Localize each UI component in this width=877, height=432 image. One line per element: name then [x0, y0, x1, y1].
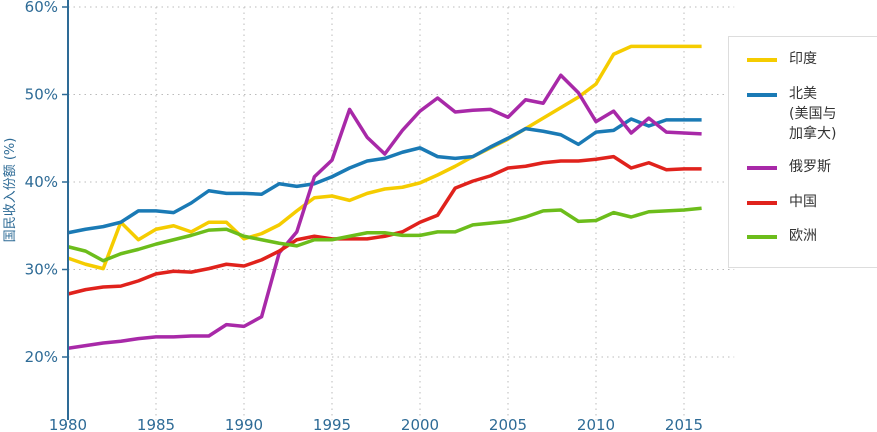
y-axis-label: 国民收入份额 (%) [3, 138, 18, 243]
x-tick-label: 1980 [49, 416, 87, 432]
x-tick-label: 1995 [313, 416, 351, 432]
legend-label: 中国 [789, 194, 817, 210]
legend-item: 中国 [747, 192, 817, 212]
y-tick-label: 30% [25, 261, 58, 279]
legend-label: 印度 [789, 51, 817, 67]
x-tick-label: 2000 [401, 416, 439, 432]
y-tick-label: 60% [25, 0, 58, 16]
series-line-1 [67, 117, 702, 235]
y-tick-label: 20% [25, 348, 58, 366]
legend-swatch [747, 166, 777, 170]
legend-label: 欧洲 [789, 228, 817, 244]
series-line-0 [67, 44, 702, 271]
series-line-4 [67, 206, 702, 263]
legend-swatch [747, 235, 777, 239]
y-tick-label: 50% [25, 86, 58, 104]
series-line-3 [67, 154, 702, 296]
x-tick-label: 2015 [665, 416, 703, 432]
x-tick-label: 1985 [137, 416, 175, 432]
x-tick-label: 2010 [577, 416, 615, 432]
legend-item: 欧洲 [747, 226, 817, 246]
x-tick-label: 1990 [225, 416, 263, 432]
y-tick-label: 40% [25, 173, 58, 191]
legend-item: 印度 [747, 49, 817, 69]
series-line-2 [67, 73, 702, 350]
legend-swatch [747, 201, 777, 205]
legend-item: 俄罗斯 [747, 157, 831, 177]
legend-item: 北美 (美国与 加拿大) [747, 84, 836, 144]
legend-swatch [747, 58, 777, 62]
x-tick-label: 2005 [489, 416, 527, 432]
legend: 印度北美 (美国与 加拿大) 俄罗斯中国欧洲 [728, 36, 877, 268]
legend-swatch [747, 93, 777, 97]
legend-label: 俄罗斯 [789, 159, 831, 175]
legend-label: 北美 (美国与 加拿大) [789, 86, 837, 142]
